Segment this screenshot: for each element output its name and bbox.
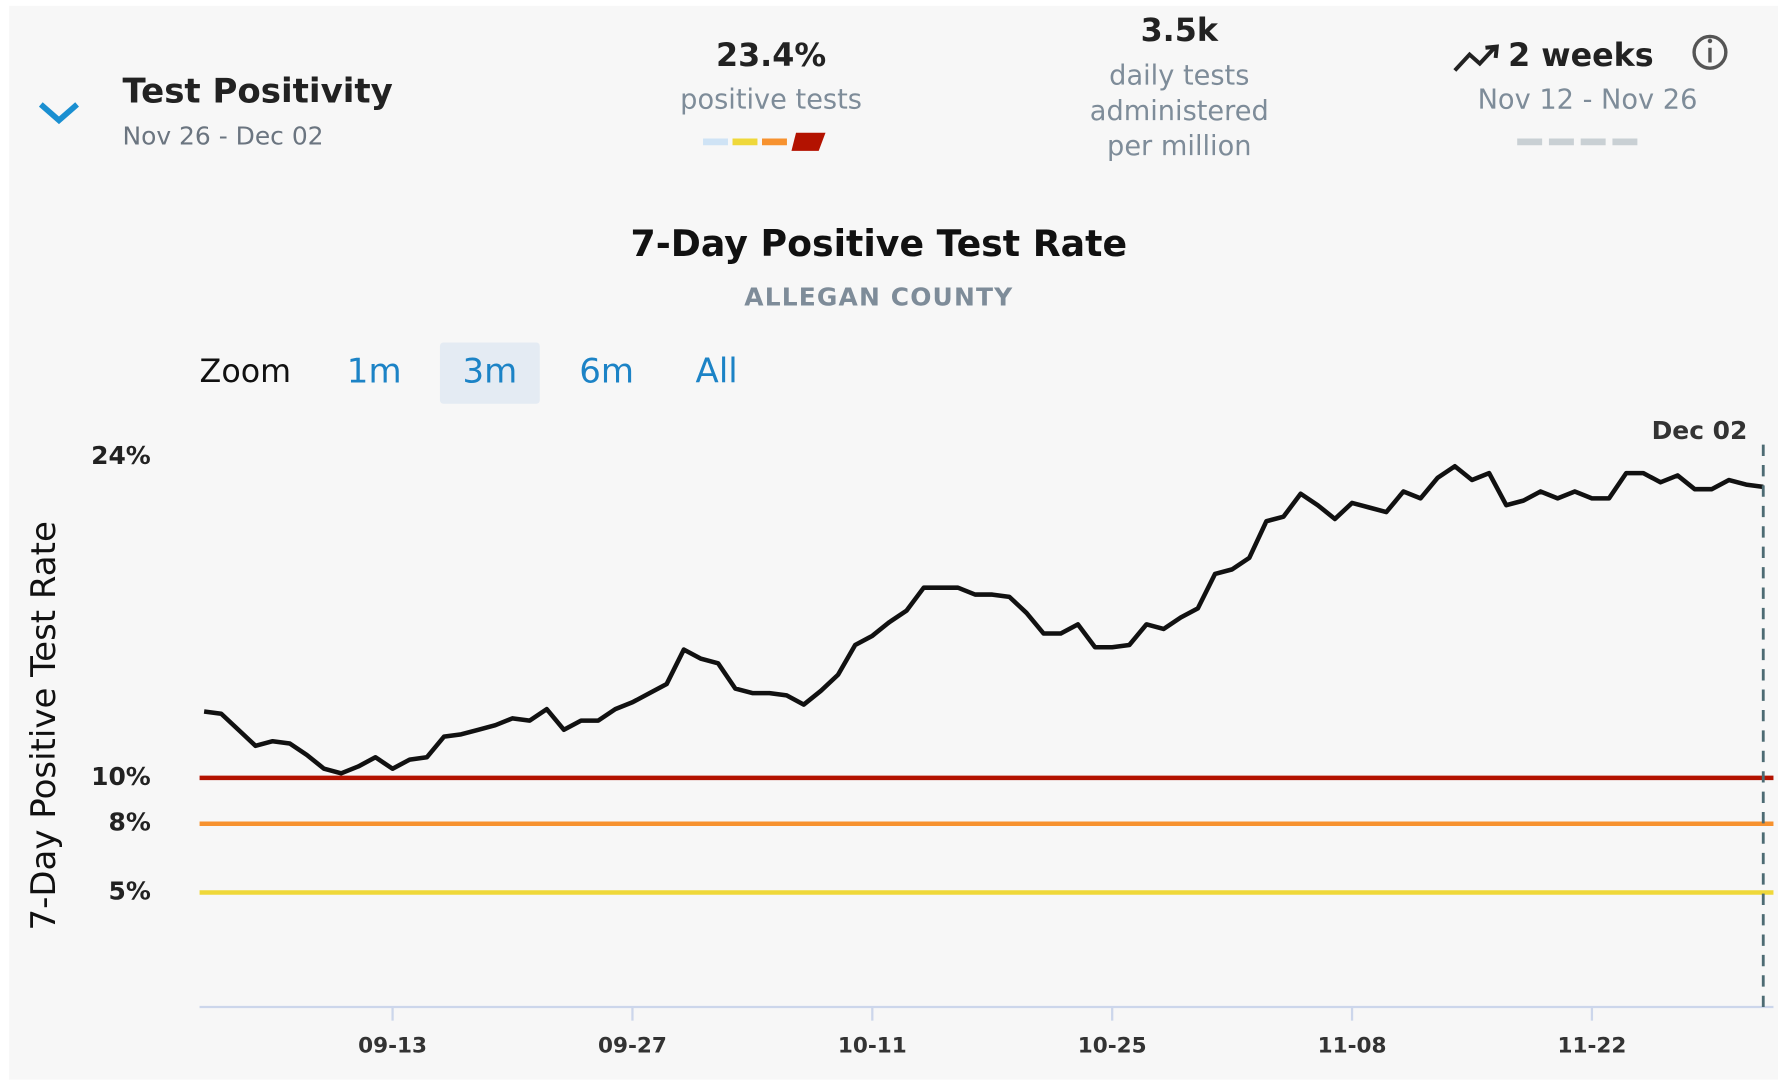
crosshair-label: Dec 02 <box>1652 416 1748 445</box>
x-tick-label: 11-22 <box>1557 1034 1626 1059</box>
panel <box>9 5 1778 1080</box>
chart-subtitle: ALLEGAN COUNTY <box>744 282 1013 311</box>
zoom-label: Zoom <box>200 354 292 390</box>
info-icon[interactable] <box>1692 34 1728 70</box>
metric-tests: 3.5k daily tests administered per millio… <box>1090 13 1269 162</box>
data-line <box>203 463 1764 776</box>
metric-value: 2 weeks <box>1508 38 1654 74</box>
section-title: Test Positivity <box>122 72 392 112</box>
metric-caption: daily tests <box>1109 61 1249 92</box>
chart-title: 7-Day Positive Test Rate <box>631 222 1128 265</box>
x-tick-label: 09-13 <box>358 1034 427 1059</box>
metric-caption: Nov 12 - Nov 26 <box>1478 85 1698 116</box>
x-tick-label: 11-08 <box>1318 1034 1387 1059</box>
zoom-button[interactable]: 6m <box>579 352 634 392</box>
zoom-button[interactable]: All <box>696 352 738 392</box>
y-tick-label: 24% <box>91 441 151 470</box>
zoom-button-bg <box>439 342 540 404</box>
y-tick-label: 5% <box>108 876 150 905</box>
metric-trend: 2 weeks Nov 12 - Nov 26 <box>1453 34 1728 146</box>
collapse-chevron[interactable] <box>38 102 79 125</box>
x-tick-label: 09-27 <box>598 1034 667 1059</box>
y-tick-label: 10% <box>91 762 151 791</box>
x-tick-label: 10-25 <box>1078 1034 1147 1059</box>
zoom-buttons: 1m 3m 6m All <box>347 342 738 404</box>
zoom-button[interactable]: 1m <box>347 352 402 392</box>
metric-caption: per million <box>1107 131 1251 162</box>
y-tick-label: 8% <box>108 808 150 837</box>
zoom-button[interactable]: 3m <box>462 352 517 392</box>
metric-value: 3.5k <box>1141 13 1219 49</box>
scale-swatch-active <box>791 132 826 151</box>
trend-icon <box>1453 44 1500 72</box>
x-tick-label: 10-11 <box>838 1034 907 1059</box>
metric-caption: administered <box>1090 96 1269 127</box>
metric-value: 23.4% <box>716 38 826 74</box>
y-axis-label: 7-Day Positive Test Rate <box>24 521 64 930</box>
metric-caption: positive tests <box>680 85 862 116</box>
metric-positivity: 23.4% positive tests <box>680 38 862 151</box>
date-range: Nov 26 - Dec 02 <box>122 121 323 150</box>
